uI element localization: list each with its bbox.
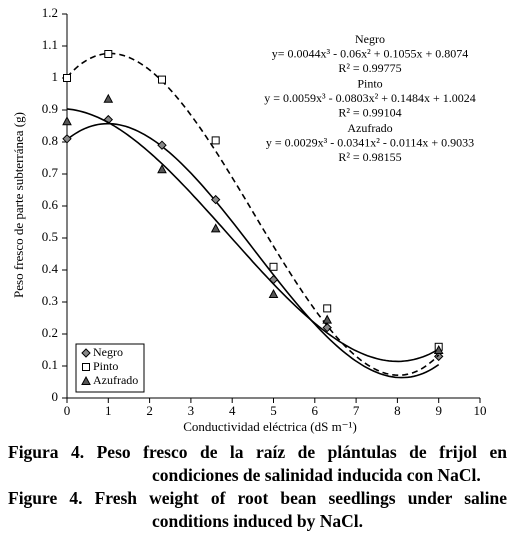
equation: y= 0.0044x³ - 0.06x² + 0.1055x + 0.8074 [272,46,469,60]
point [433,351,444,362]
point [322,314,333,324]
legend-label: Azufrado [93,373,138,387]
point [269,262,278,271]
point [322,322,332,333]
series-name: Azufrado [347,121,392,135]
y-tick-label: 0.2 [42,325,58,340]
point [104,50,113,58]
point [157,140,167,150]
r-squared: R² = 0.99775 [338,61,401,75]
equation: y = 0.0029x³ - 0.0341x² - 0.0114x + 0.90… [266,135,474,149]
point [211,136,220,145]
point [268,288,279,298]
point [323,304,332,313]
x-tick-label: 2 [146,403,153,418]
point [62,134,72,144]
point [433,344,444,354]
x-tick-label: 1 [105,403,112,418]
y-tick-label: 1.1 [42,37,58,52]
chart: Conductividad eléctrica (dS m⁻¹) Peso fr… [11,5,487,434]
y-tick-label: 1.2 [42,5,58,20]
legend-marker [81,375,91,385]
fit-curve [66,52,440,377]
point [268,274,279,285]
series-name: Negro [355,32,385,46]
y-tick-label: 1 [52,69,59,84]
y-tick-label: 0.7 [42,165,59,180]
legend-marker [81,348,91,358]
y-tick-label: 0.6 [42,197,59,212]
point [210,223,221,233]
r-squared: R² = 0.98155 [338,150,401,164]
point [62,116,72,126]
caption-es: Figura 4. Peso fresco de la raíz de plán… [8,442,507,485]
x-tick-label: 0 [64,403,71,418]
x-axis-label: Conductividad eléctrica (dS m⁻¹) [183,419,357,434]
fit-curve [66,108,440,363]
y-tick-label: 0.4 [42,261,59,276]
x-tick-label: 9 [435,403,442,418]
caption-en: Figure 4. Fresh weight of root bean seed… [8,488,507,531]
point [157,75,166,84]
x-tick-label: 8 [394,403,401,418]
y-tick-label: 0.5 [42,229,58,244]
x-tick-label: 6 [312,403,319,418]
legend-marker [82,363,90,371]
x-tick-label: 4 [229,403,236,418]
x-tick-label: 7 [353,403,360,418]
x-tick-label: 3 [188,403,195,418]
y-tick-label: 0 [52,389,59,404]
legend-label: Pinto [93,359,118,373]
point [63,74,71,82]
legend-label: Negro [93,345,123,359]
y-tick-label: 0.3 [42,293,58,308]
series-name: Pinto [357,76,382,90]
point [157,164,167,174]
equation: y = 0.0059x³ - 0.0803x² + 0.1484x + 1.00… [264,91,476,105]
r-squared: R² = 0.99104 [338,105,401,119]
y-tick-label: 0.9 [42,101,58,116]
y-tick-label: 0.1 [42,357,58,372]
x-tick-label: 5 [270,403,277,418]
x-tick-label: 10 [474,403,487,418]
y-axis-label: Peso fresco de parte subterránea (g) [11,112,26,298]
point [103,93,114,103]
fit-curve [66,122,440,379]
y-tick-label: 0.8 [42,133,58,148]
point [210,194,221,205]
